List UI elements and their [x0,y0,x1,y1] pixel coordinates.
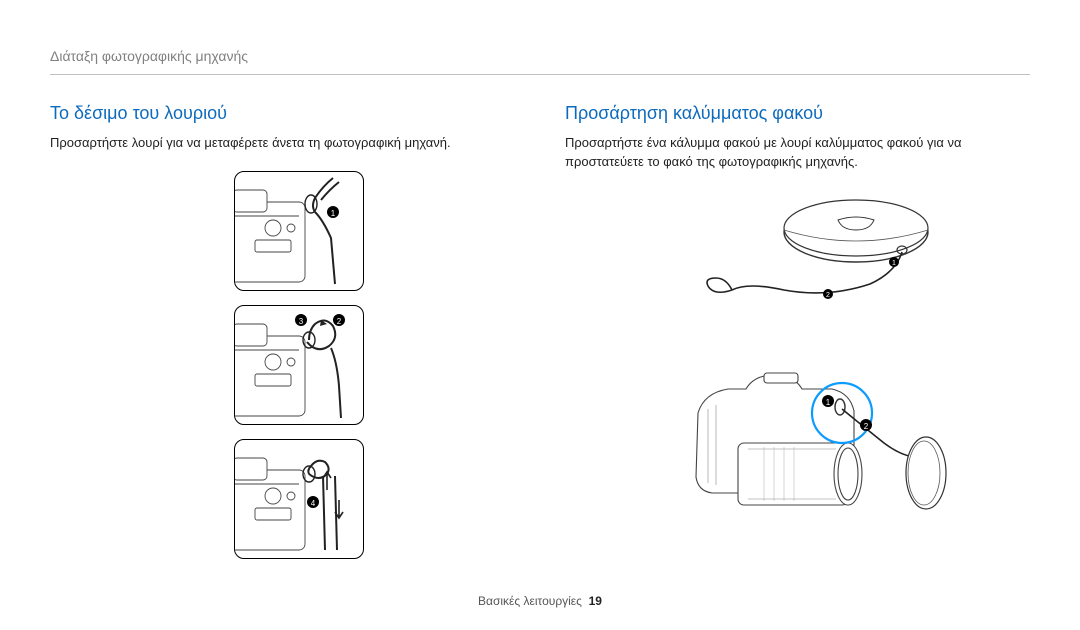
breadcrumb: Διάταξη φωτογραφικής μηχανής [50,48,1030,64]
left-column: Το δέσιμο του λουριού Προσαρτήστε λουρί … [50,103,515,559]
strap-step-1: 1 [234,171,364,291]
svg-text:1: 1 [892,260,896,267]
lenscap-figures: 1 2 [605,190,1030,536]
page-number: 19 [589,594,602,608]
svg-text:3: 3 [298,317,303,326]
lenscap-fig-1: 1 2 [688,190,948,325]
lenscap-fig-2: 1 2 [668,351,968,536]
svg-text:1: 1 [330,209,335,218]
svg-text:2: 2 [336,317,341,326]
strap-step-3: 4 [234,439,364,559]
strap-figures: 1 [82,171,515,559]
lenscap-title: Προσάρτηση καλύμματος φακού [565,103,1030,124]
divider [50,74,1030,75]
svg-text:1: 1 [825,398,830,407]
strap-title: Το δέσιμο του λουριού [50,103,515,124]
svg-text:4: 4 [310,499,315,508]
strap-step-2: 3 2 [234,305,364,425]
svg-text:2: 2 [826,292,830,299]
lenscap-body: Προσαρτήστε ένα κάλυμμα φακού με λουρί κ… [565,134,1030,172]
content-columns: Το δέσιμο του λουριού Προσαρτήστε λουρί … [50,103,1030,559]
svg-text:2: 2 [863,422,868,431]
footer-label: Βασικές λειτουργίες [478,594,582,608]
page-footer: Βασικές λειτουργίες 19 [0,594,1080,608]
strap-body: Προσαρτήστε λουρί για να μεταφέρετε άνετ… [50,134,515,153]
right-column: Προσάρτηση καλύμματος φακού Προσαρτήστε … [565,103,1030,559]
